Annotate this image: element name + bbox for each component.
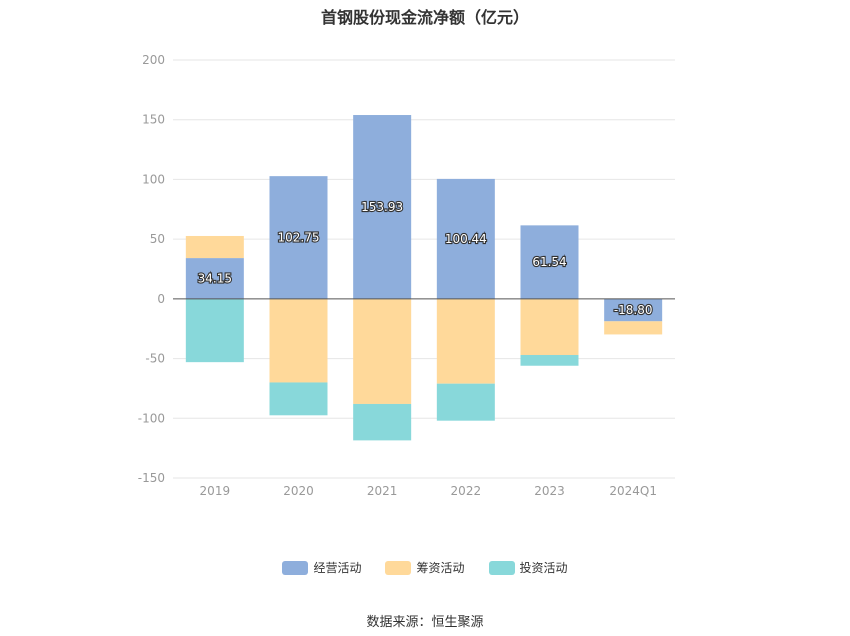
- x-tick-label: 2023: [534, 484, 565, 498]
- data-label-layer: 34.15 102.75 153.93 100.44 61.54 -18.80: [197, 199, 654, 318]
- y-axis: 200 150 100 50 0 -50 -100 -150: [138, 53, 165, 485]
- x-tick-label: 2021: [367, 484, 398, 498]
- bar-2020-series-1[interactable]: [269, 298, 328, 383]
- legend-swatch-investing: [488, 560, 515, 575]
- bar-2023-series-0[interactable]: [520, 225, 579, 299]
- data-label: 61.54: [532, 255, 566, 269]
- legend-swatch-operating: [282, 560, 309, 575]
- data-label: -18.80: [614, 303, 653, 317]
- data-label: 100.44: [445, 232, 487, 246]
- x-axis: 2019 2020 2021 2022 2023 2024Q1: [200, 484, 657, 498]
- legend-label-investing: 投资活动: [519, 561, 568, 575]
- legend-swatch-financing: [385, 560, 412, 575]
- bar-2021-series-2[interactable]: [353, 403, 412, 441]
- bar-2023-series-1[interactable]: [520, 298, 579, 355]
- y-tick-label: 150: [142, 113, 165, 127]
- legend: 经营活动 筹资活动 投资活动: [0, 559, 850, 576]
- y-tick-label: 200: [142, 53, 165, 67]
- chart-plot: 200 150 100 50 0 -50 -100 -150 34.15 102.75 153.9…: [138, 53, 675, 498]
- y-tick-label: 100: [142, 172, 165, 186]
- y-tick-label: 0: [157, 292, 165, 306]
- bar-2020-series-0[interactable]: [269, 176, 328, 299]
- bar-2024Q1-series-1[interactable]: [604, 321, 663, 335]
- bar-2019-series-0[interactable]: [185, 258, 244, 299]
- bar-2021-series-0[interactable]: [353, 115, 412, 299]
- y-tick-label: -50: [145, 352, 165, 366]
- bar-2022-series-0[interactable]: [436, 178, 495, 299]
- bar-2022-series-1[interactable]: [436, 298, 495, 384]
- x-tick-label: 2022: [451, 484, 482, 498]
- y-tick-label: -100: [138, 411, 165, 425]
- y-tick-label: 50: [150, 232, 165, 246]
- bar-2023-series-2[interactable]: [520, 354, 579, 366]
- y-tick-label: -150: [138, 471, 165, 485]
- data-label: 34.15: [198, 271, 232, 285]
- x-tick-label: 2019: [200, 484, 231, 498]
- data-label: 102.75: [278, 231, 320, 245]
- bar-2019-series-2[interactable]: [185, 298, 244, 363]
- bar-2021-series-1[interactable]: [353, 298, 412, 404]
- x-tick-label: 2024Q1: [609, 484, 657, 498]
- x-tick-label: 2020: [283, 484, 314, 498]
- chart-title: 首钢股份现金流净额（亿元）: [320, 8, 529, 27]
- bar-2024Q1-series-0[interactable]: [604, 298, 663, 322]
- legend-label-operating: 经营活动: [313, 561, 362, 575]
- bar-2019-series-1[interactable]: [185, 235, 244, 259]
- data-label: 153.93: [361, 200, 403, 214]
- bar-layer: [185, 115, 663, 441]
- legend-item-investing[interactable]: 投资活动: [488, 559, 568, 576]
- bar-2020-series-2[interactable]: [269, 382, 328, 416]
- source-note: 数据来源：恒生聚源: [366, 615, 484, 630]
- bar-2022-series-2[interactable]: [436, 383, 495, 421]
- legend-item-operating[interactable]: 经营活动: [282, 559, 361, 576]
- grid-layer: [173, 59, 675, 479]
- legend-item-financing[interactable]: 筹资活动: [385, 559, 465, 576]
- legend-label-financing: 筹资活动: [416, 561, 465, 575]
